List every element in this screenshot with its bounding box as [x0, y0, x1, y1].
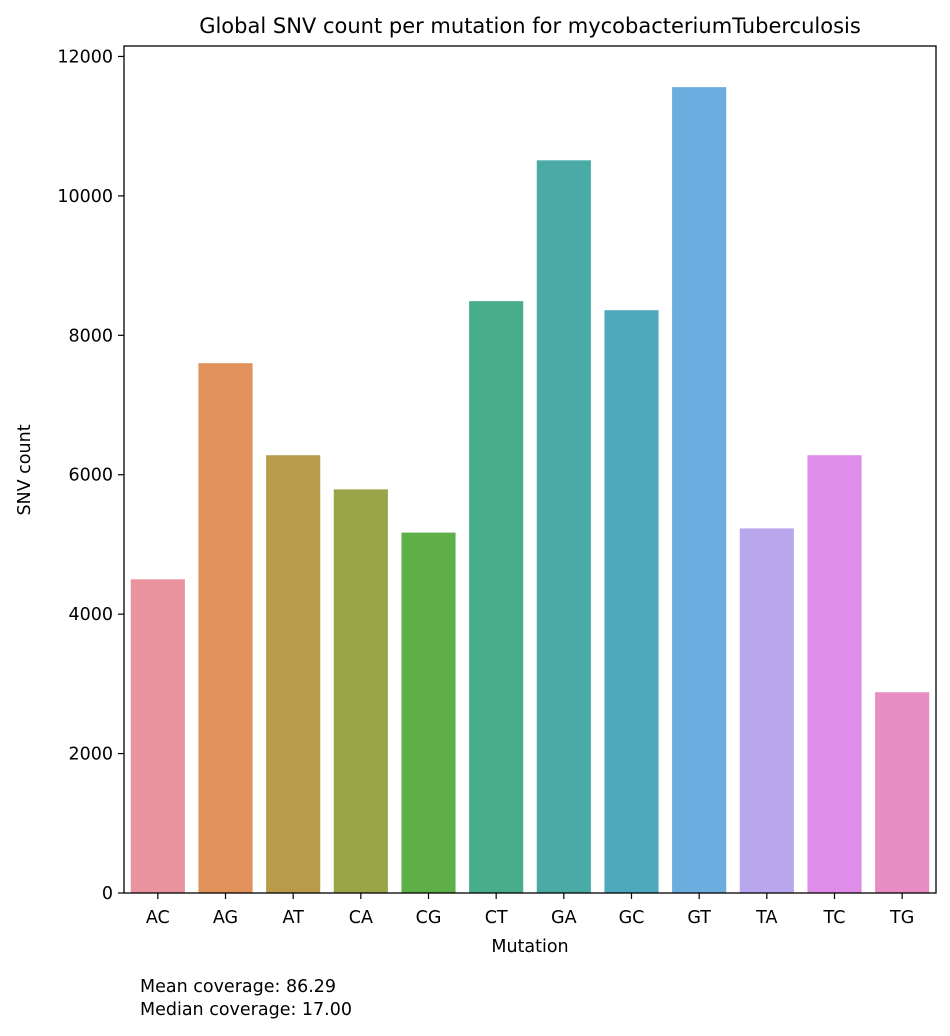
y-tick-label: 4000 — [68, 605, 113, 625]
y-tick-label: 8000 — [68, 326, 113, 346]
x-tick-label: TG — [889, 908, 914, 928]
x-tick-label: CA — [349, 908, 373, 928]
x-tick-label: CG — [416, 908, 442, 928]
x-tick-label: GC — [619, 908, 645, 928]
bars-group — [130, 87, 930, 893]
bar-ca — [333, 489, 388, 893]
bar-gt — [672, 87, 727, 893]
bar-ta — [739, 528, 794, 893]
mean-coverage-text: Mean coverage: 86.29 — [140, 977, 337, 997]
bar-ac — [130, 579, 185, 893]
y-axis: 0 2000 4000 6000 8000 10000 12000 — [57, 47, 124, 904]
median-coverage-text: Median coverage: 17.00 — [140, 1000, 353, 1020]
x-axis: AC AG AT CA CG CT GA GC GT TA TC TG — [146, 893, 914, 928]
x-tick-label: AT — [283, 908, 305, 928]
x-tick-label: TA — [755, 908, 777, 928]
bar-gc — [604, 310, 659, 893]
x-tick-label: AC — [146, 908, 170, 928]
y-tick-label: 10000 — [57, 187, 113, 207]
x-tick-label: TC — [823, 908, 846, 928]
y-tick-label: 6000 — [68, 466, 113, 486]
y-axis-label: SNV count — [15, 424, 35, 515]
x-tick-label: CT — [485, 908, 508, 928]
y-tick-label: 0 — [102, 884, 113, 904]
bar-ct — [469, 301, 524, 893]
x-axis-label: Mutation — [491, 937, 568, 957]
bar-at — [266, 455, 321, 893]
plot-frame — [123, 45, 937, 894]
chart-title: Global SNV count per mutation for mycoba… — [199, 14, 861, 38]
bar-tc — [807, 455, 862, 893]
bar-ag — [198, 363, 253, 893]
bar-tg — [875, 692, 930, 893]
bar-ga — [536, 160, 591, 893]
x-tick-label: GA — [551, 908, 577, 928]
y-tick-label: 12000 — [57, 47, 113, 67]
x-tick-label: GT — [687, 908, 711, 928]
bar-cg — [401, 532, 456, 893]
x-tick-label: AG — [213, 908, 238, 928]
y-tick-label: 2000 — [68, 745, 113, 765]
